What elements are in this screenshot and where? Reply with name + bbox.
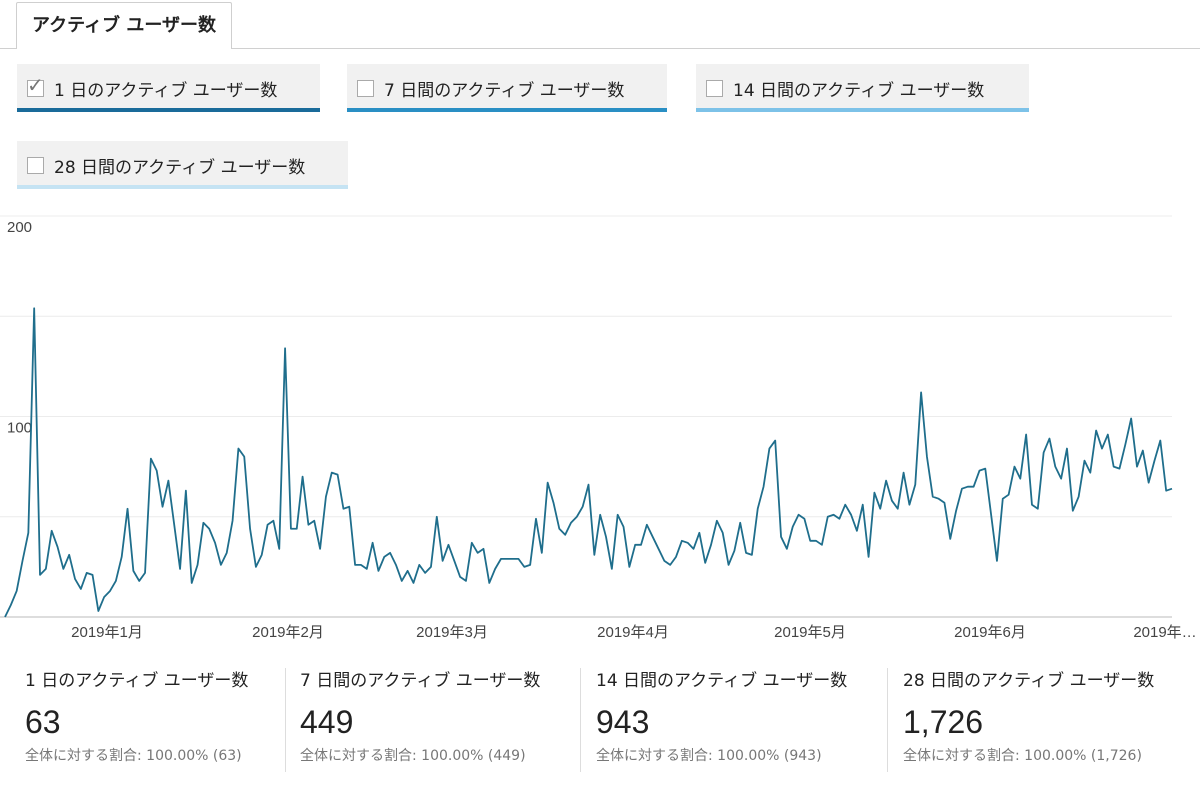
checkbox[interactable] <box>27 156 44 174</box>
stat-share: 全体に対する割合: 100.00% (1,726) <box>903 748 1142 764</box>
stat-divider <box>580 668 581 772</box>
summary-stats: 1 日のアクティブ ユーザー数 63 全体に対する割合: 100.00% (63… <box>0 650 1200 780</box>
stat-7day: 7 日間のアクティブ ユーザー数 449 全体に対する割合: 100.00% (… <box>300 666 570 774</box>
metric-chip-label: 1 日のアクティブ ユーザー数 <box>54 80 278 101</box>
metric-color-bar <box>17 108 320 112</box>
stat-title: 28 日間のアクティブ ユーザー数 <box>903 671 1155 691</box>
x-tick-label: 2019年3月 <box>416 624 488 641</box>
checkbox[interactable]: ✓ <box>27 75 44 97</box>
x-tick-label: 2019年… <box>1133 624 1196 641</box>
checkbox[interactable] <box>706 79 723 97</box>
stat-title: 7 日間のアクティブ ユーザー数 <box>300 671 541 691</box>
stat-title: 14 日間のアクティブ ユーザー数 <box>596 671 848 691</box>
stat-1day: 1 日のアクティブ ユーザー数 63 全体に対する割合: 100.00% (63… <box>25 666 280 774</box>
metric-chip-label: 7 日間のアクティブ ユーザー数 <box>384 80 625 101</box>
series-line <box>4 307 1173 618</box>
stat-share: 全体に対する割合: 100.00% (63) <box>25 748 242 764</box>
y-tick-label: 200 <box>7 219 32 236</box>
stat-14day: 14 日間のアクティブ ユーザー数 943 全体に対する割合: 100.00% … <box>596 666 876 774</box>
tab-divider <box>0 48 1200 49</box>
stat-divider <box>285 668 286 772</box>
x-tick-label: 2019年5月 <box>774 624 846 641</box>
stat-value: 63 <box>25 704 61 740</box>
x-tick-label: 2019年2月 <box>252 624 324 641</box>
stat-28day: 28 日間のアクティブ ユーザー数 1,726 全体に対する割合: 100.00… <box>903 666 1193 774</box>
metric-chip-7day[interactable]: 7 日間のアクティブ ユーザー数 <box>347 64 667 112</box>
stat-title: 1 日のアクティブ ユーザー数 <box>25 671 249 691</box>
y-tick-label: 100 <box>7 420 32 437</box>
stat-share: 全体に対する割合: 100.00% (943) <box>596 748 822 764</box>
x-tick-label: 2019年4月 <box>597 624 669 641</box>
metric-color-bar <box>347 108 667 112</box>
metric-chip-14day[interactable]: 14 日間のアクティブ ユーザー数 <box>696 64 1029 112</box>
stat-share: 全体に対する割合: 100.00% (449) <box>300 748 526 764</box>
stat-value: 943 <box>596 704 650 740</box>
metric-chip-label: 28 日間のアクティブ ユーザー数 <box>54 157 306 178</box>
tab-bar: アクティブ ユーザー数 <box>0 0 1200 49</box>
line-chart: 200 100 2019年1月 2019年2月 2019年3月 2019年4月 2019年5… <box>0 215 1197 641</box>
checkmark-icon: ✓ <box>27 72 44 97</box>
tab-active-users[interactable]: アクティブ ユーザー数 <box>16 2 232 49</box>
checkbox[interactable] <box>357 79 374 97</box>
metric-chip-1day[interactable]: ✓ 1 日のアクティブ ユーザー数 <box>17 64 320 112</box>
stat-value: 1,726 <box>903 704 984 740</box>
stat-divider <box>887 668 888 772</box>
x-tick-label: 2019年6月 <box>954 624 1026 641</box>
metric-color-bar <box>696 108 1029 112</box>
metric-color-bar <box>17 185 348 189</box>
metric-chip-label: 14 日間のアクティブ ユーザー数 <box>733 80 985 101</box>
stat-value: 449 <box>300 704 354 740</box>
metric-chip-28day[interactable]: 28 日間のアクティブ ユーザー数 <box>17 141 348 189</box>
x-tick-label: 2019年1月 <box>71 624 143 641</box>
